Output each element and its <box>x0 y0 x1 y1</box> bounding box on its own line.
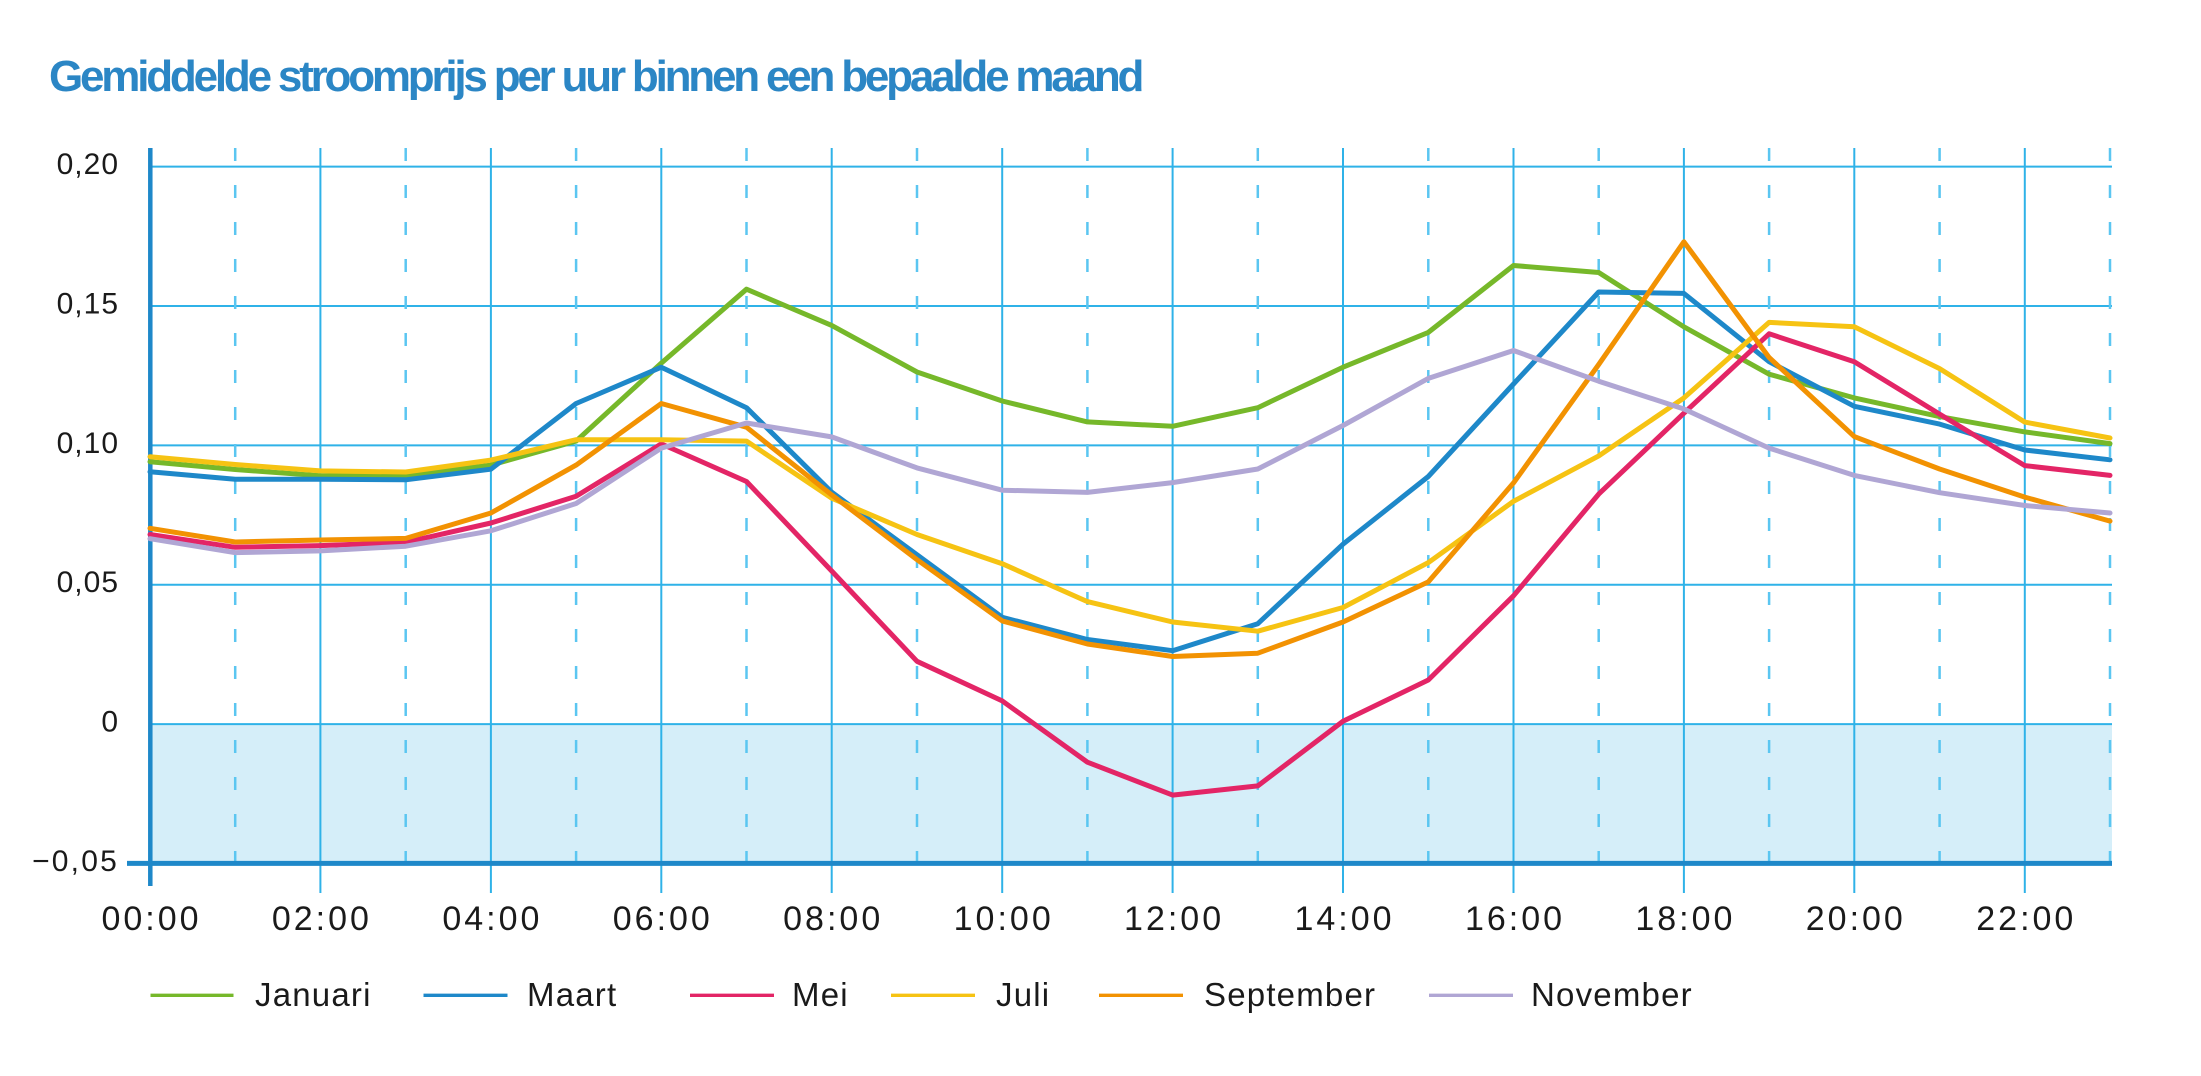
svg-text:14:00: 14:00 <box>1294 900 1394 938</box>
svg-text:20:00: 20:00 <box>1806 900 1906 938</box>
svg-text:September: September <box>1204 976 1376 1013</box>
svg-text:November: November <box>1531 976 1693 1013</box>
svg-text:16:00: 16:00 <box>1465 900 1565 938</box>
svg-text:0,10: 0,10 <box>57 427 119 460</box>
svg-text:08:00: 08:00 <box>783 900 883 938</box>
svg-text:Januari: Januari <box>255 976 372 1013</box>
svg-text:02:00: 02:00 <box>272 900 372 938</box>
svg-text:12:00: 12:00 <box>1124 900 1224 938</box>
svg-text:Gemiddelde stroomprijs per uur: Gemiddelde stroomprijs per uur binnen ee… <box>49 52 1142 101</box>
svg-text:−0,05: −0,05 <box>32 845 119 878</box>
svg-text:18:00: 18:00 <box>1635 900 1735 938</box>
svg-text:04:00: 04:00 <box>442 900 542 938</box>
svg-text:Maart: Maart <box>527 976 617 1013</box>
svg-text:06:00: 06:00 <box>613 900 713 938</box>
svg-text:10:00: 10:00 <box>954 900 1054 938</box>
svg-text:0,05: 0,05 <box>57 566 119 599</box>
svg-text:Mei: Mei <box>792 976 849 1013</box>
svg-text:0,20: 0,20 <box>57 148 119 181</box>
svg-text:22:00: 22:00 <box>1976 900 2076 938</box>
svg-text:00:00: 00:00 <box>101 900 201 938</box>
svg-text:Juli: Juli <box>996 976 1050 1013</box>
svg-text:0,15: 0,15 <box>57 287 119 320</box>
svg-text:0: 0 <box>101 706 119 739</box>
